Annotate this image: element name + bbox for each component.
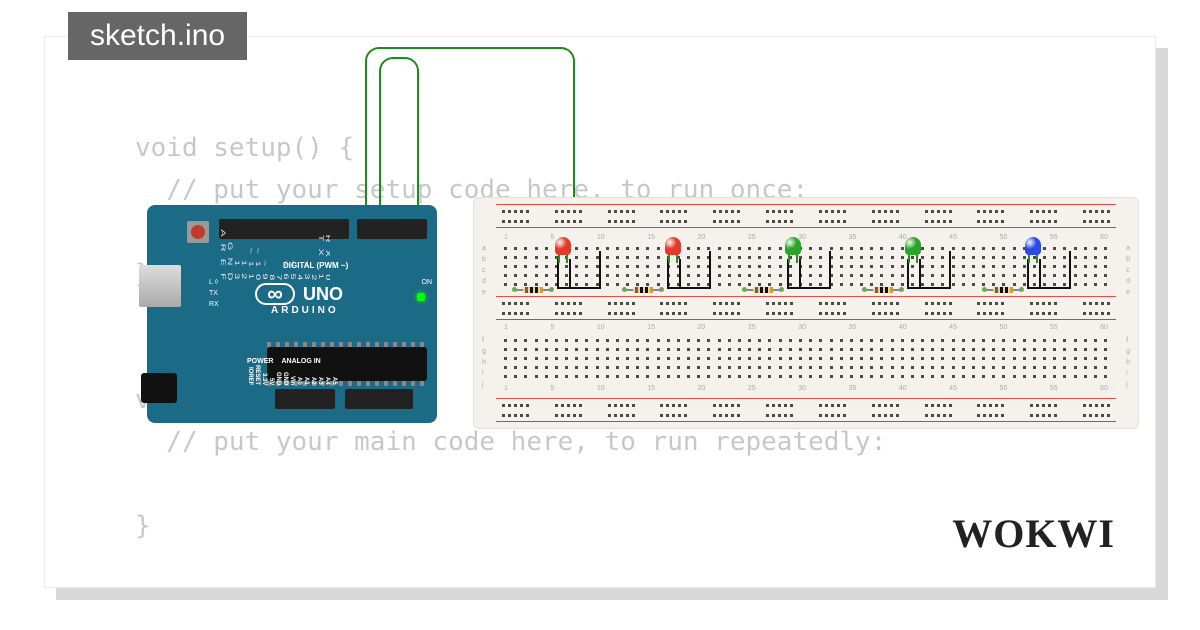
digital-pin-labels: AREFGND1312~11~10~987~6~54~32TX 1RX 0 xyxy=(219,229,331,290)
on-label: ON xyxy=(422,279,433,286)
resistor[interactable] xyxy=(745,287,781,293)
wire-black[interactable] xyxy=(667,259,669,289)
power-rail-bottom[interactable] xyxy=(482,396,1130,424)
file-tab-label: sketch.ino xyxy=(90,19,225,53)
wire-black[interactable] xyxy=(1039,259,1041,289)
resistor[interactable] xyxy=(625,287,661,293)
arduino-label: ARDUINO xyxy=(271,305,339,316)
wokwi-logo: WOKWI xyxy=(952,510,1115,557)
wire-black[interactable] xyxy=(907,287,951,289)
power-header[interactable] xyxy=(275,389,335,409)
arduino-uno-board[interactable]: L ◊ TX RX ∞UNO ARDUINO DIGITAL (PWM ~) O… xyxy=(147,205,437,423)
wire-black[interactable] xyxy=(919,259,921,289)
wire-black[interactable] xyxy=(1027,287,1071,289)
led-green-2[interactable] xyxy=(905,237,921,255)
wire-black[interactable] xyxy=(799,259,801,289)
led-red-1[interactable] xyxy=(555,237,571,255)
power-jack xyxy=(141,373,177,403)
wire-black[interactable] xyxy=(709,251,711,289)
editor-frame: void setup() { // put your setup code he… xyxy=(44,36,1156,588)
wire-black[interactable] xyxy=(787,287,831,289)
wire-black[interactable] xyxy=(557,259,559,289)
led-blue-1[interactable] xyxy=(1025,237,1041,255)
wire-green[interactable] xyxy=(379,57,419,219)
analog-header[interactable] xyxy=(345,389,413,409)
wire-black[interactable] xyxy=(787,259,789,289)
power-rail-mid[interactable] xyxy=(482,294,1130,322)
column-numbers-bot: 151015202530354045505560 xyxy=(504,385,1108,392)
terminal-strip-bottom[interactable] xyxy=(482,336,1130,381)
wire-black[interactable] xyxy=(679,259,681,289)
wire-black[interactable] xyxy=(1027,259,1029,289)
column-numbers-top: 151015202530354045505560 xyxy=(504,234,1108,241)
on-led xyxy=(417,293,425,301)
wire-black[interactable] xyxy=(599,251,601,289)
wire-black[interactable] xyxy=(907,259,909,289)
circuit-canvas[interactable]: L ◊ TX RX ∞UNO ARDUINO DIGITAL (PWM ~) O… xyxy=(147,197,1147,457)
usb-port xyxy=(139,265,181,307)
resistor[interactable] xyxy=(865,287,901,293)
column-numbers-mid: 151015202530354045505560 xyxy=(504,324,1108,331)
wire-black[interactable] xyxy=(569,259,571,289)
file-tab[interactable]: sketch.ino xyxy=(68,12,247,60)
resistor[interactable] xyxy=(515,287,551,293)
breadboard[interactable]: 151015202530354045505560 151015202530354… xyxy=(473,197,1139,429)
wire-black[interactable] xyxy=(667,287,711,289)
reset-button[interactable] xyxy=(187,221,209,243)
txrx-labels: L ◊ TX RX xyxy=(209,277,219,310)
resistor[interactable] xyxy=(985,287,1021,293)
led-green-1[interactable] xyxy=(785,237,801,255)
power-rail-top[interactable] xyxy=(482,202,1130,230)
led-red-2[interactable] xyxy=(665,237,681,255)
wire-black[interactable] xyxy=(829,251,831,289)
wire-black[interactable] xyxy=(557,287,601,289)
wire-black[interactable] xyxy=(949,251,951,289)
digital-header-right[interactable] xyxy=(357,219,427,239)
bottom-pin-labels: POWERANALOG INIOREFRESET3.3V5VGNDGNDVinA… xyxy=(247,358,338,387)
wire-black[interactable] xyxy=(1069,251,1071,289)
